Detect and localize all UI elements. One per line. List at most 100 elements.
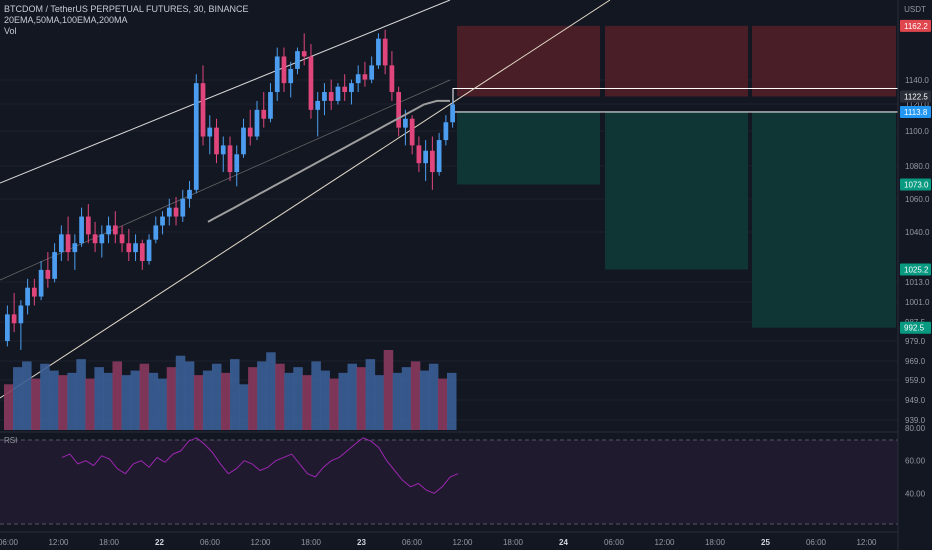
candle-body bbox=[126, 243, 132, 253]
candle-body bbox=[288, 68, 294, 84]
volume-label: Vol bbox=[4, 26, 17, 36]
price-axis: USDT 1140.0 1120.0 1100.0 1080.0 1060.0 1040.0… bbox=[897, 0, 931, 550]
candle-body bbox=[241, 127, 246, 155]
time-tick-label: 23 bbox=[357, 538, 366, 547]
indicator-list: 20EMA,50MA,100EMA,200MA bbox=[4, 15, 128, 25]
candle-body bbox=[261, 109, 267, 119]
candle-body bbox=[85, 216, 91, 235]
price-tag-label: 1025.2 bbox=[904, 266, 929, 275]
price-tick-label: 979.0 bbox=[905, 337, 926, 346]
time-tick-label: 12:00 bbox=[452, 538, 473, 547]
volume-bar bbox=[76, 359, 86, 430]
volume-bar bbox=[31, 378, 41, 430]
time-tick-label: 18:00 bbox=[705, 538, 726, 547]
volume-bar bbox=[419, 370, 430, 430]
volume-bar bbox=[148, 372, 159, 430]
price-tick-label: 1120.0 bbox=[905, 100, 929, 109]
candle-body bbox=[139, 243, 145, 262]
volume-bar bbox=[157, 378, 168, 430]
volume-bar bbox=[193, 375, 204, 430]
volume-bar bbox=[329, 378, 339, 430]
candle-body bbox=[5, 314, 10, 342]
candle-body bbox=[79, 216, 84, 244]
price-tick-label: 939.0 bbox=[905, 416, 926, 425]
time-tick-label: 06:00 bbox=[402, 538, 423, 547]
candle-body bbox=[274, 56, 280, 93]
candle-body bbox=[362, 74, 368, 80]
volume-bar bbox=[49, 370, 59, 430]
volume-bar bbox=[103, 372, 113, 430]
volume-bar bbox=[130, 370, 141, 430]
take-profit-zone bbox=[605, 111, 748, 270]
time-tick-label: 24 bbox=[559, 538, 568, 547]
price-tick-label: 1060.0 bbox=[905, 195, 930, 204]
position-zones bbox=[452, 25, 899, 328]
candle-body bbox=[335, 86, 341, 101]
candle-body bbox=[328, 92, 334, 101]
price-tag bbox=[900, 19, 931, 32]
candle-body bbox=[153, 225, 159, 240]
candle-body bbox=[349, 83, 354, 93]
volume-bar bbox=[311, 361, 321, 430]
time-tick-label: 06:00 bbox=[0, 538, 19, 547]
time-tick-label: 25 bbox=[761, 538, 770, 547]
candle-body bbox=[214, 127, 219, 155]
price-tag-label: 992.5 bbox=[904, 324, 925, 333]
volume-bar bbox=[428, 363, 439, 430]
price-tag-label: 1162.2 bbox=[904, 22, 928, 31]
chart-title: BTCDOM / TetherUS PERPETUAL FUTURES, 30,… bbox=[4, 4, 249, 14]
candle-body bbox=[193, 83, 199, 190]
price-tag-label: 1113.8 bbox=[904, 108, 928, 117]
take-profit-zone bbox=[457, 111, 600, 185]
volume-bar bbox=[94, 367, 104, 430]
volume-bar bbox=[211, 363, 222, 430]
volume-bar bbox=[139, 363, 150, 430]
volume-bar bbox=[257, 361, 267, 430]
candle-body bbox=[119, 234, 125, 244]
volume-bar bbox=[220, 372, 231, 430]
volume-bar bbox=[410, 361, 421, 430]
take-profit-zone bbox=[752, 111, 896, 328]
candle-body bbox=[268, 92, 273, 119]
price-tick-label: 1100.0 bbox=[905, 127, 929, 136]
candle-body bbox=[38, 269, 44, 297]
candle-body bbox=[403, 118, 408, 128]
stop-loss-zone bbox=[605, 25, 748, 97]
channel-upper-line bbox=[0, 0, 451, 184]
rsi-label: RSI bbox=[4, 436, 17, 445]
time-tick-label: 22 bbox=[155, 538, 164, 547]
volume-bar bbox=[365, 359, 376, 430]
candle-body bbox=[11, 314, 17, 324]
volume-bar bbox=[437, 378, 448, 430]
volume-bar bbox=[22, 361, 32, 430]
volume-bar bbox=[275, 363, 285, 430]
candle-body bbox=[281, 56, 287, 84]
volume-bar bbox=[284, 372, 294, 430]
rsi-line bbox=[61, 437, 459, 494]
candle-body bbox=[382, 38, 388, 66]
candle-body bbox=[430, 150, 435, 173]
price-tick-label: 969.0 bbox=[905, 357, 926, 366]
candle-body bbox=[315, 100, 321, 110]
volume-series bbox=[4, 350, 457, 430]
time-tick-label: 06:00 bbox=[604, 538, 625, 547]
candle-body bbox=[436, 140, 442, 173]
time-tick-label: 12:00 bbox=[654, 538, 675, 547]
volume-bar bbox=[230, 359, 240, 430]
time-tick-label: 12:00 bbox=[250, 538, 271, 547]
candle-body bbox=[322, 92, 327, 101]
candle-body bbox=[106, 225, 111, 235]
channel-lower-line bbox=[0, 0, 611, 399]
time-tick-label: 18:00 bbox=[301, 538, 322, 547]
price-tick-label: 1140.0 bbox=[905, 76, 929, 85]
rsi-panel: RSI 80.00 60.00 40.00 bbox=[0, 424, 926, 525]
candle-body bbox=[18, 305, 24, 324]
volume-bar bbox=[302, 375, 312, 430]
candle-body bbox=[227, 145, 233, 173]
volume-bar bbox=[266, 352, 276, 430]
volume-bar bbox=[40, 363, 50, 430]
moving-average-series bbox=[207, 99, 450, 223]
time-tick-label: 18:00 bbox=[503, 538, 524, 547]
volume-bar bbox=[175, 355, 186, 430]
